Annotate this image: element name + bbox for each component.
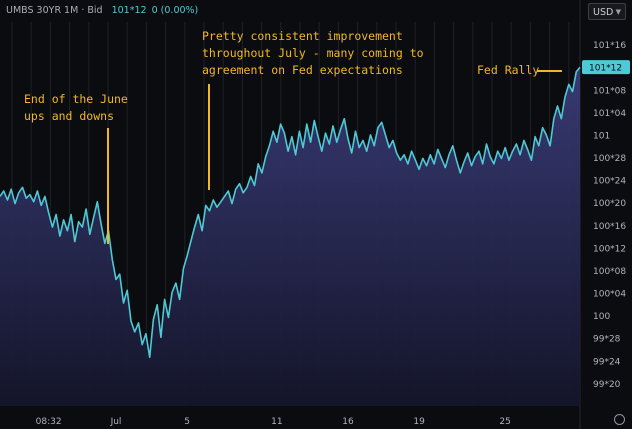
y-tick-label: 99*28 [593, 335, 621, 345]
x-tick-label: 5 [184, 417, 190, 427]
y-tick-label: 101*04 [593, 109, 626, 119]
x-tick-label: 11 [271, 417, 282, 427]
y-tick-label: 99*24 [593, 357, 621, 367]
x-tick-label: Jul [110, 417, 122, 427]
price-area [0, 67, 580, 406]
currency-label: USD [593, 7, 614, 18]
x-tick-label: 08:32 [36, 417, 62, 427]
y-tick-label: 100*16 [593, 222, 626, 232]
price-line [0, 66, 581, 359]
chevron-down-icon: ▼ [615, 8, 621, 16]
y-tick-label: 100*28 [593, 154, 626, 164]
y-tick-label: 101 [593, 131, 610, 141]
x-tick-label: 19 [413, 417, 425, 427]
instrument-header: UMBS 30YR 1M · Bid 101*12 0 (0.00%) [6, 5, 198, 16]
bid-price: 101*12 [111, 5, 147, 16]
last-price-tag [582, 60, 630, 75]
annotation-july: Pretty consistent improvement throughout… [202, 29, 424, 77]
currency-select[interactable]: USD ▼ [588, 3, 626, 20]
y-tick-label: 100*04 [593, 290, 626, 300]
price-change: 0 (0.00%) [151, 5, 199, 16]
annotation-fed-rally: Fed Rally [477, 63, 540, 77]
gear-icon[interactable] [614, 414, 625, 425]
y-tick-label: 101*16 [593, 41, 626, 51]
y-tick-label: 100*24 [593, 177, 626, 187]
instrument-name: UMBS 30YR 1M · Bid [6, 5, 103, 16]
y-tick-label: 101*08 [593, 86, 626, 96]
y-tick-label: 100 [593, 312, 610, 322]
x-tick-label: 25 [499, 417, 510, 427]
y-tick-label: 100*20 [593, 199, 626, 209]
annotation-june: End of the June ups and downs [24, 92, 128, 123]
y-tick-label: 100*12 [593, 244, 626, 254]
last-price-label: 101*12 [589, 64, 622, 74]
x-tick-label: 16 [342, 417, 354, 427]
y-tick-label: 99*20 [593, 380, 621, 390]
y-tick-label: 100*08 [593, 267, 626, 277]
